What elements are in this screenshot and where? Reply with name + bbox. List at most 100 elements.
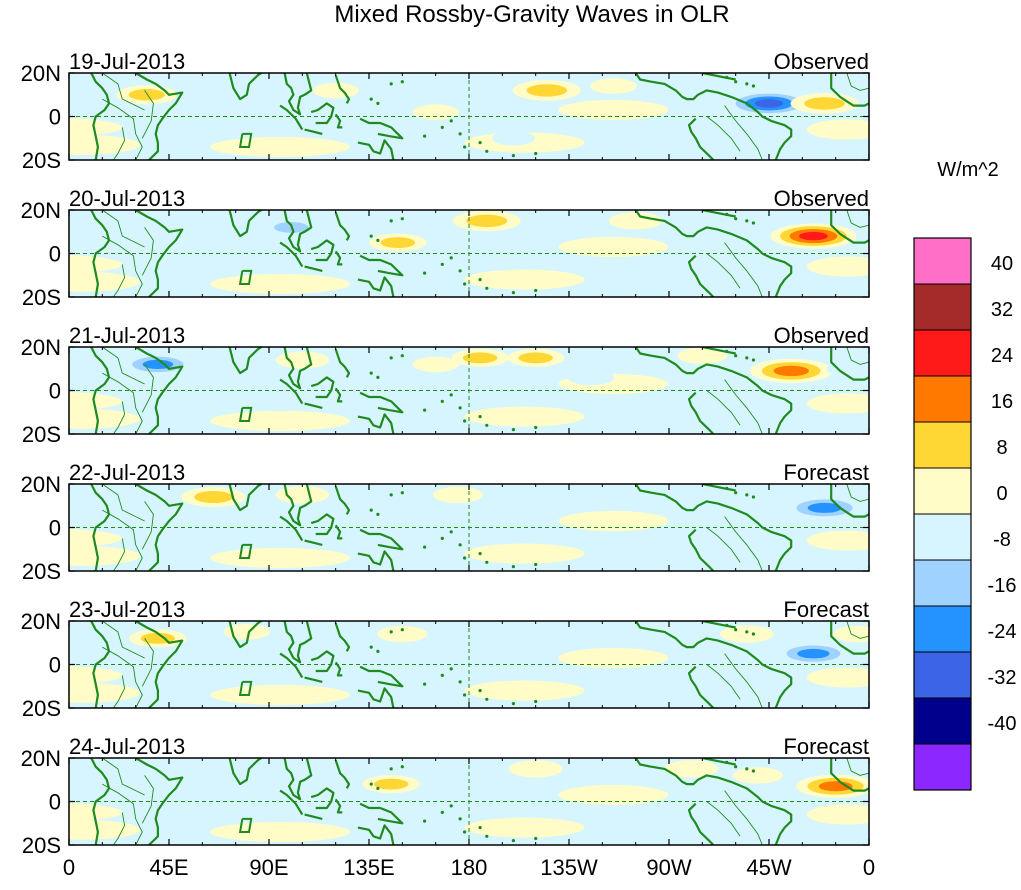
island-dot <box>369 234 373 238</box>
low-positive-band <box>464 817 585 838</box>
colorbar-label: -24 <box>988 621 1017 643</box>
island-dot <box>725 349 729 353</box>
island-outline <box>238 543 253 559</box>
island-dot <box>745 356 749 360</box>
olr-anomaly-contour <box>377 625 428 643</box>
y-tick-label: 20S <box>22 285 61 310</box>
island-dot <box>463 830 467 834</box>
island-dot <box>423 134 427 138</box>
low-positive-band <box>558 647 669 668</box>
island-dot <box>449 256 453 260</box>
island-dot <box>534 151 538 156</box>
y-tick-label: 0 <box>49 379 61 404</box>
island-dot <box>511 839 515 843</box>
coastline <box>304 402 323 409</box>
island-dot <box>478 552 482 556</box>
coastline <box>135 73 184 160</box>
country-border <box>846 758 869 776</box>
panel-label: Observed <box>774 186 869 211</box>
map-area <box>69 73 869 160</box>
coastline <box>310 513 335 536</box>
map-panel: 20N 0 20S 19-Jul-2013 Observed <box>21 49 870 173</box>
olr-anomaly-contour <box>275 486 330 504</box>
coastline <box>283 484 313 527</box>
island-dot <box>751 632 756 636</box>
low-positive-band <box>558 236 669 257</box>
island-dot <box>440 673 444 677</box>
olr-anomaly-contour <box>345 354 393 371</box>
island-dot <box>458 680 462 684</box>
island-dot <box>485 286 489 290</box>
coastline <box>334 250 343 266</box>
island-dot <box>751 358 756 362</box>
country-border <box>102 98 143 160</box>
island-dot <box>511 291 515 295</box>
country-border <box>113 401 126 434</box>
island-dot <box>725 212 729 216</box>
colorbar-label: -32 <box>988 667 1017 689</box>
coastline <box>357 276 395 297</box>
country-border <box>102 646 143 708</box>
olr-anomaly-contour <box>388 497 439 514</box>
coastline <box>634 210 793 297</box>
colorbar-swatch <box>913 375 972 423</box>
island-dot <box>534 562 538 567</box>
colorbar-label: 0 <box>996 483 1007 505</box>
colorbar-label: 8 <box>996 437 1007 459</box>
colorbar-swatch <box>913 605 972 653</box>
coastline <box>310 102 335 125</box>
island-dot <box>511 154 515 158</box>
island-dot <box>485 423 489 427</box>
country-border <box>113 264 126 297</box>
island-dot <box>423 819 427 823</box>
country-border <box>846 347 869 365</box>
map-panel: 20N 0 20S 22-Jul-2013 Forecast <box>21 460 870 584</box>
low-positive-band <box>210 273 351 294</box>
island-dot <box>440 536 444 540</box>
coastline <box>687 117 715 160</box>
island-dot <box>478 689 482 693</box>
colorbar-frame <box>913 237 972 791</box>
y-tick-label: 20S <box>22 559 61 584</box>
olr-anomaly-contour <box>773 365 809 377</box>
y-tick-label: 0 <box>49 105 61 130</box>
panel-date: 20-Jul-2013 <box>69 186 185 211</box>
coastline <box>209 621 264 649</box>
country-border <box>706 664 741 700</box>
island-dot <box>400 491 404 495</box>
island-dot <box>463 556 467 560</box>
low-positive-band <box>806 119 869 140</box>
island-dot <box>478 278 482 282</box>
island-dot <box>376 101 380 105</box>
x-tick-label: 180 <box>451 855 488 880</box>
olr-anomaly-contour <box>199 760 250 778</box>
coastline <box>279 515 304 542</box>
coastline <box>830 210 869 244</box>
panel-date: 23-Jul-2013 <box>69 597 185 622</box>
x-tick-label: 135E <box>343 855 394 880</box>
coastline <box>702 73 736 81</box>
olr-anomaly-contour <box>608 212 663 230</box>
coastline <box>283 347 313 390</box>
coastline <box>334 74 351 104</box>
olr-anomaly-contour <box>588 488 639 506</box>
island-dot <box>463 145 467 149</box>
colorbar-swatch <box>913 421 972 469</box>
olr-anomaly-contour <box>518 352 553 364</box>
coastline <box>334 485 351 515</box>
island-dot <box>745 82 749 86</box>
coastline <box>830 484 869 518</box>
olr-anomaly-contour <box>90 771 137 788</box>
x-tick-label: 45W <box>746 855 791 880</box>
x-tick-label: 135W <box>540 855 598 880</box>
y-tick-label: 20N <box>21 198 61 223</box>
coastline <box>310 650 335 673</box>
island-dot <box>449 393 453 397</box>
coastline <box>334 113 343 129</box>
coastline <box>634 73 793 160</box>
low-positive-band <box>69 254 123 274</box>
island-dot <box>485 834 489 838</box>
island-dot <box>745 219 749 223</box>
coastline <box>334 622 351 652</box>
island-dot <box>478 141 482 145</box>
